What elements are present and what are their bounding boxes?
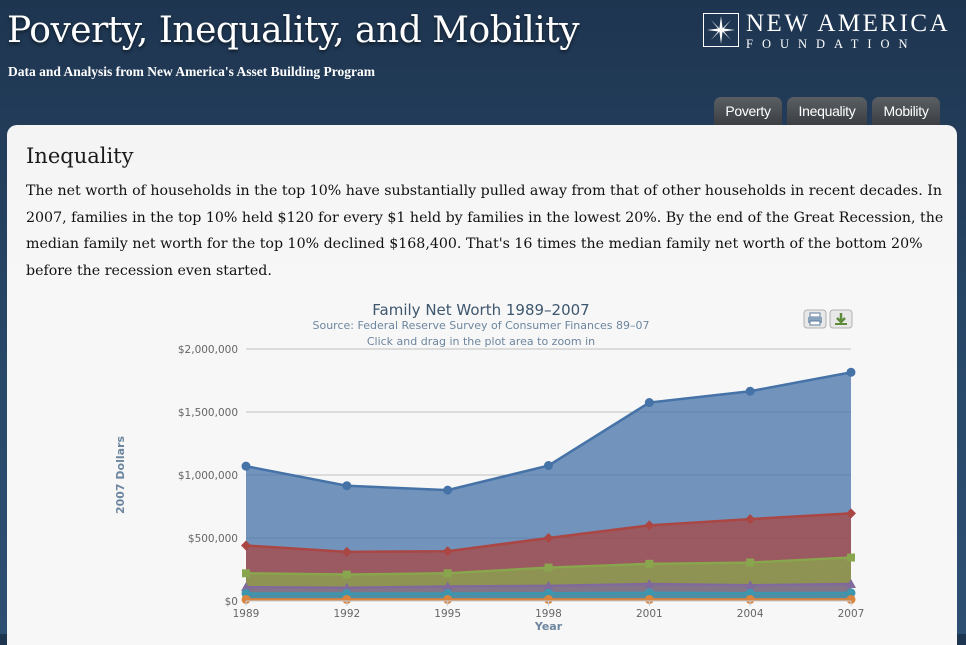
chart-title: Family Net Worth 1989–2007 <box>372 301 589 319</box>
y-tick-label: $0 <box>225 596 238 608</box>
series-1-point <box>745 386 755 396</box>
x-tick-label: 1992 <box>333 608 360 620</box>
series-3-point <box>342 570 351 579</box>
y-axis-title: 2007 Dollars <box>114 436 127 515</box>
series-2-point <box>341 546 352 557</box>
series-5-point <box>644 588 654 598</box>
series-3-point <box>645 559 654 568</box>
series-2-point <box>241 540 251 551</box>
section-heading: Inequality <box>26 144 134 168</box>
series-5-point <box>745 588 755 598</box>
series-4-point <box>543 580 554 590</box>
series-5-point <box>544 588 553 598</box>
x-tick-label: 2007 <box>838 608 865 620</box>
series-2-point <box>543 533 554 543</box>
tab-inequality[interactable]: Inequality <box>787 97 867 125</box>
site-title: Poverty, Inequality, and Mobility <box>7 10 580 51</box>
x-tick-label: 1998 <box>535 608 562 620</box>
logo-text-secondary: FOUNDATION <box>746 37 917 51</box>
print-chart-button[interactable] <box>803 309 827 329</box>
series-6-point <box>745 594 755 604</box>
export-chart-button[interactable] <box>829 309 853 329</box>
chart-zoom-hint: Click and drag in the plot area to zoom … <box>367 335 595 348</box>
series-2-point <box>644 520 655 531</box>
series-6-point <box>241 594 251 604</box>
series-3-point <box>443 569 452 578</box>
x-tick-label: 2004 <box>737 608 764 620</box>
series-3-point <box>746 558 755 567</box>
x-tick-label: 1989 <box>233 608 260 620</box>
x-tick-label: 2001 <box>636 608 663 620</box>
series-2-point <box>442 546 453 557</box>
series-3-point <box>242 569 250 578</box>
series-1-point <box>342 481 352 491</box>
y-tick-label: $1,000,000 <box>178 470 238 482</box>
x-tick-label: 1995 <box>434 608 461 620</box>
series-6-point <box>846 594 856 604</box>
printer-icon <box>808 312 822 326</box>
series-1-point <box>644 398 654 408</box>
series-6-point <box>342 594 352 604</box>
series-6-point <box>544 594 553 604</box>
series-1-point <box>443 485 453 495</box>
series-6-point <box>644 594 654 604</box>
y-tick-label: $1,500,000 <box>178 407 238 419</box>
site-subtitle: Data and Analysis from New America's Ass… <box>8 64 376 79</box>
series-4-point <box>644 578 655 588</box>
new-america-logo[interactable]: NEW AMERICA FOUNDATION <box>703 10 953 53</box>
y-tick-label: $2,000,000 <box>178 344 238 356</box>
x-axis-title: Year <box>534 620 563 633</box>
series-1-point <box>544 461 553 471</box>
series-4-point <box>745 580 756 590</box>
compass-star-icon <box>703 13 739 47</box>
series-6-point <box>443 594 453 604</box>
series-3-point <box>847 553 855 562</box>
download-icon <box>835 313 847 325</box>
series-4-point <box>341 582 352 592</box>
tab-poverty[interactable]: Poverty <box>714 97 782 125</box>
series-3-point <box>544 563 553 572</box>
series-1-point <box>846 367 856 377</box>
series-4-point <box>241 582 251 592</box>
section-body-text: The net worth of households in the top 1… <box>26 183 944 279</box>
series-4-point <box>846 578 856 588</box>
logo-text-primary: NEW AMERICA <box>746 10 951 37</box>
series-1-point <box>241 461 251 471</box>
tab-mobility[interactable]: Mobility <box>872 97 940 125</box>
series-5-point <box>846 588 856 598</box>
series-2-point <box>745 514 756 525</box>
series-2-point <box>846 508 856 519</box>
series-4-point <box>442 581 453 591</box>
chart-subtitle: Source: Federal Reserve Survey of Consum… <box>312 319 649 332</box>
y-tick-label: $500,000 <box>188 533 238 545</box>
